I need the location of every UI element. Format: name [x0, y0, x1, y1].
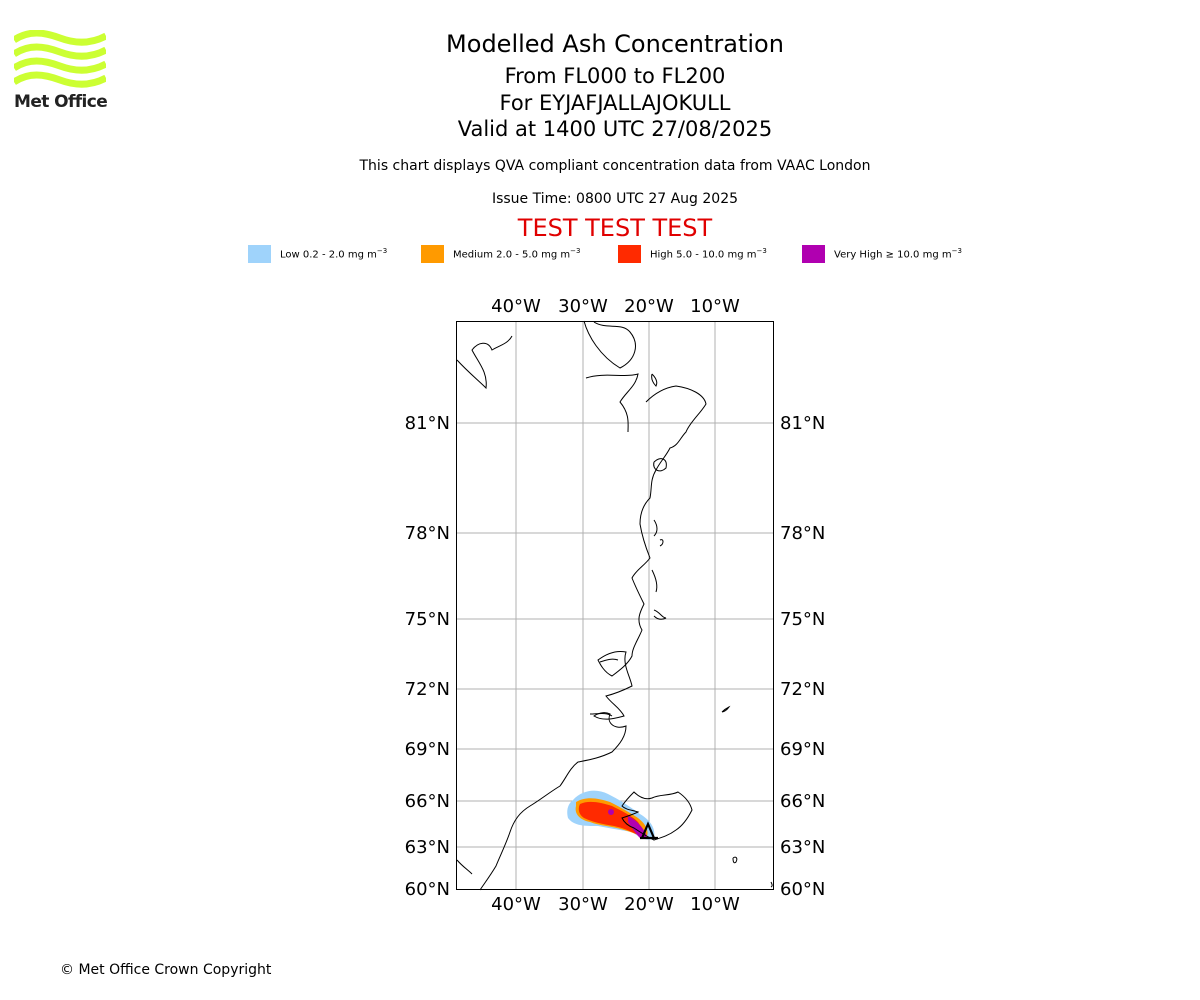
flight-level-range: From FL000 to FL200: [504, 64, 726, 88]
ash-very-high-spot: [608, 809, 614, 815]
met-office-logo: Met Office: [12, 29, 108, 112]
small-islands: [721, 705, 773, 888]
lon-tick-bottom: 40°W: [491, 894, 541, 915]
volcano-name: For EYJAFJALLAJOKULL: [499, 91, 731, 115]
lat-tick-left: 78°N: [405, 523, 450, 544]
lat-tick-right: 72°N: [780, 679, 825, 700]
map-frame: [456, 321, 774, 890]
lat-tick-left: 69°N: [405, 739, 450, 760]
lat-tick-left: 72°N: [405, 679, 450, 700]
lat-tick-left: 63°N: [405, 837, 450, 858]
lon-ticks-top: 40°W 30°W 20°W 10°W: [491, 296, 740, 317]
legend-label-low: Low 0.2 - 2.0 mg m−3: [280, 247, 388, 261]
legend-label-very-high: Very High ≥ 10.0 mg m−3: [834, 247, 962, 261]
lat-tick-left: 60°N: [405, 879, 450, 900]
lat-ticks-left: 81°N 78°N 75°N 72°N 69°N 66°N 63°N 60°N: [405, 413, 450, 900]
volcano-marker: [640, 821, 658, 840]
legend-swatch-very-high: [802, 245, 825, 263]
lat-tick-right: 66°N: [780, 791, 825, 812]
map-gridlines: [457, 322, 773, 889]
lat-tick-right: 69°N: [780, 739, 825, 760]
lat-tick-left: 81°N: [405, 413, 450, 434]
lon-tick-bottom: 10°W: [690, 894, 740, 915]
issue-time: Issue Time: 0800 UTC 27 Aug 2025: [491, 191, 739, 207]
lon-tick-top: 40°W: [491, 296, 541, 317]
legend-swatch-high: [618, 245, 641, 263]
lat-tick-left: 66°N: [405, 791, 450, 812]
lon-ticks-bottom: 40°W 30°W 20°W 10°W: [491, 894, 740, 915]
copyright-notice: © Met Office Crown Copyright: [60, 962, 272, 978]
lat-tick-right: 63°N: [780, 837, 825, 858]
chart-title: Modelled Ash Concentration: [446, 30, 784, 58]
chart-description: This chart displays QVA compliant concen…: [359, 158, 871, 174]
lon-tick-bottom: 30°W: [558, 894, 608, 915]
lat-tick-left: 75°N: [405, 609, 450, 630]
legend-label-high: High 5.0 - 10.0 mg m−3: [650, 247, 767, 261]
legend-label-medium: Medium 2.0 - 5.0 mg m−3: [453, 247, 581, 261]
lon-tick-top: 30°W: [558, 296, 608, 317]
ash-high-region: [578, 801, 643, 836]
lat-tick-right: 81°N: [780, 413, 825, 434]
greenland-coastline: [456, 320, 707, 891]
lat-tick-right: 75°N: [780, 609, 825, 630]
test-banner: TEST TEST TEST: [517, 214, 713, 242]
valid-time: Valid at 1400 UTC 27/08/2025: [457, 117, 773, 141]
iceland-coastline: [621, 791, 693, 841]
lon-tick-top: 20°W: [624, 296, 674, 317]
logo-text: Met Office: [14, 92, 108, 112]
lon-tick-bottom: 20°W: [624, 894, 674, 915]
lon-tick-top: 10°W: [690, 296, 740, 317]
lat-ticks-right: 81°N 78°N 75°N 72°N 69°N 66°N 63°N 60°N: [780, 413, 825, 900]
lat-tick-right: 60°N: [780, 879, 825, 900]
legend-swatch-medium: [421, 245, 444, 263]
met-office-waves-icon: [12, 29, 108, 88]
lat-tick-right: 78°N: [780, 523, 825, 544]
legend-swatch-low: [248, 245, 271, 263]
